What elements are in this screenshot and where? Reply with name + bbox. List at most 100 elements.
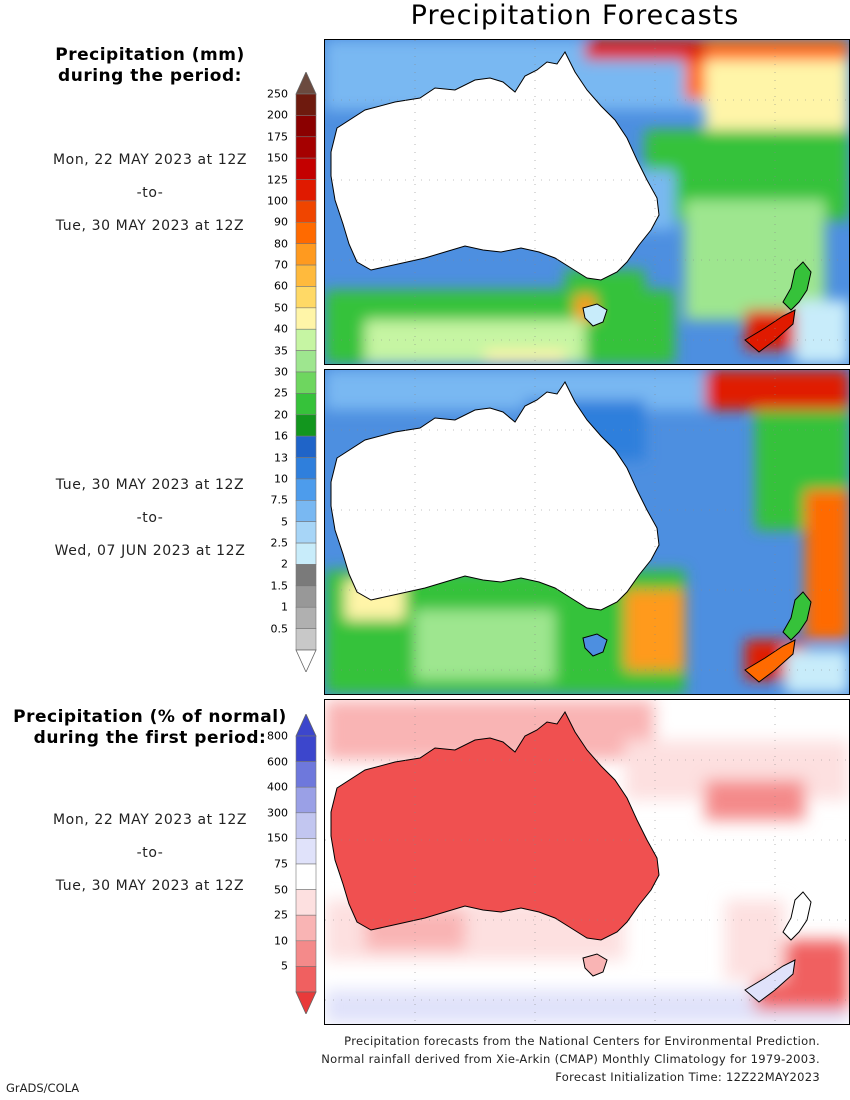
- period-3-sep: -to-: [136, 845, 164, 861]
- pct-legend-title: Precipitation (% of normal) during the f…: [0, 707, 310, 749]
- australia-outline-2: [330, 381, 660, 611]
- pct-colorbar-level-label: 800: [267, 729, 288, 743]
- mm-colorbar-segment: [295, 542, 317, 565]
- mm-colorbar-level-label: 80: [274, 237, 288, 251]
- pct-colorbar-segment: [295, 889, 317, 916]
- mm-colorbar-segment: [295, 157, 317, 180]
- page-title: Precipitation Forecasts: [410, 0, 740, 31]
- mm-colorbar-segment: [295, 435, 317, 458]
- map-panel-period-1: [324, 39, 850, 365]
- precip-map-1: [325, 40, 849, 364]
- mm-colorbar-segment: [295, 521, 317, 544]
- period-3-end: Tue, 30 MAY 2023 at 12Z: [55, 878, 245, 894]
- mm-colorbar-level-label: 30: [274, 365, 288, 379]
- credit-label: GrADS/COLA: [6, 1081, 80, 1095]
- pct-colorbar-labels: 800 600 400 300 150 75 50 25 10 5: [254, 714, 288, 1014]
- mm-colorbar-level-label: 7.5: [270, 493, 289, 507]
- mm-colorbar-level-label: 13: [274, 451, 288, 465]
- australia-outline-1: [330, 51, 660, 281]
- mm-colorbar-segment: [295, 393, 317, 416]
- pct-legend-title-line1: Precipitation (% of normal): [13, 707, 287, 727]
- mm-colorbar-level-label: 0.5: [270, 622, 289, 636]
- pct-colorbar-level-label: 75: [274, 857, 288, 871]
- mm-colorbar-level-label: 175: [267, 130, 288, 144]
- mm-colorbar-level-label: 2: [281, 557, 288, 571]
- mm-colorbar-level-label: 40: [274, 322, 288, 336]
- mm-colorbar-segment: [295, 628, 317, 651]
- mm-colorbar-level-label: 1: [281, 600, 288, 614]
- pct-colorbar-top-arrow: [295, 713, 317, 737]
- period-2-start: Tue, 30 MAY 2023 at 12Z: [55, 477, 245, 493]
- mm-legend-title: Precipitation (mm) during the period:: [0, 45, 300, 87]
- mm-colorbar-level-label: 1.5: [270, 579, 289, 593]
- pct-colorbar-segment: [295, 940, 317, 967]
- mm-colorbar-level-label: 10: [274, 472, 288, 486]
- pct-colorbar-segment: [295, 786, 317, 814]
- pct-colorbar-level-label: 150: [267, 831, 288, 845]
- australia-outline-3: [330, 711, 660, 941]
- mm-colorbar: 250 200 175 150 125 100 90 80 70 60 50 40 35 30 25 20 16…: [258, 71, 318, 673]
- mm-colorbar-level-label: 16: [274, 429, 288, 443]
- pct-colorbar-level-label: 5: [281, 959, 288, 973]
- mm-colorbar-level-label: 25: [274, 386, 288, 400]
- period-1-sep: -to-: [136, 185, 164, 201]
- pct-colorbar: 800 600 400 300 150 75 50 25 10 5: [258, 713, 318, 1015]
- mm-colorbar-segment: [295, 328, 317, 351]
- mm-legend-title-line2: during the period:: [58, 66, 242, 86]
- mm-colorbar-bottom-arrow: [295, 649, 317, 673]
- mm-colorbar-segment: [295, 585, 317, 608]
- pct-colorbar-level-label: 50: [274, 883, 288, 897]
- mm-colorbar-segment: [295, 243, 317, 266]
- pct-colorbar-segment: [295, 838, 317, 865]
- pct-colorbar-level-label: 25: [274, 908, 288, 922]
- pct-colorbar-segment: [295, 812, 317, 839]
- mm-colorbar-segment: [295, 307, 317, 330]
- map-panel-percent-normal: [324, 699, 850, 1025]
- mm-colorbar-segment: [295, 179, 317, 202]
- percent-normal-map: [325, 700, 849, 1024]
- period-2-sep: -to-: [136, 510, 164, 526]
- period-1-label: Mon, 22 MAY 2023 at 12Z -to- Tue, 30 MAY…: [0, 144, 300, 243]
- map-panel-period-2: [324, 369, 850, 695]
- footer-line-1: Precipitation forecasts from the Nationa…: [344, 1034, 820, 1048]
- mm-colorbar-segment: [295, 457, 317, 480]
- mm-colorbar-top-arrow: [295, 71, 317, 95]
- footer-line-2: Normal rainfall derived from Xie-Arkin (…: [321, 1052, 820, 1066]
- footer-line-3: Forecast Initialization Time: 12Z22MAY20…: [555, 1070, 820, 1084]
- pct-colorbar-level-label: 600: [267, 755, 288, 769]
- pct-colorbar-segment: [295, 863, 317, 890]
- mm-colorbar-level-label: 2.5: [270, 536, 289, 550]
- mm-colorbar-segment: [295, 350, 317, 373]
- pct-colorbar-segment: [295, 966, 317, 993]
- mm-colorbar-level-label: 20: [274, 408, 288, 422]
- pct-colorbar-level-label: 300: [267, 806, 288, 820]
- mm-colorbar-level-label: 200: [267, 108, 288, 122]
- period-1-end: Tue, 30 MAY 2023 at 12Z: [55, 218, 245, 234]
- mm-colorbar-segment: [295, 115, 317, 138]
- pct-colorbar-graphic: [295, 713, 317, 1015]
- mm-colorbar-level-label: 100: [267, 194, 288, 208]
- mm-colorbar-segment: [295, 564, 317, 587]
- mm-colorbar-segment: [295, 286, 317, 309]
- mm-colorbar-level-label: 70: [274, 258, 288, 272]
- mm-colorbar-segment: [295, 136, 317, 159]
- mm-colorbar-segment: [295, 200, 317, 223]
- mm-colorbar-level-label: 125: [267, 173, 288, 187]
- pct-legend-title-line2: during the first period:: [33, 728, 267, 748]
- period-3-start: Mon, 22 MAY 2023 at 12Z: [52, 812, 248, 828]
- period-2-end: Wed, 07 JUN 2023 at 12Z: [54, 543, 246, 559]
- mm-colorbar-segment: [295, 222, 317, 244]
- mm-colorbar-segment: [295, 500, 317, 522]
- mm-colorbar-level-label: 150: [267, 151, 288, 165]
- mm-colorbar-segment: [295, 414, 317, 437]
- pct-colorbar-level-label: 400: [267, 780, 288, 794]
- mm-legend-title-line1: Precipitation (mm): [55, 45, 245, 65]
- mm-colorbar-level-label: 90: [274, 215, 288, 229]
- period-1-start: Mon, 22 MAY 2023 at 12Z: [52, 152, 248, 168]
- mm-colorbar-level-label: 250: [267, 87, 288, 101]
- period-3-label: Mon, 22 MAY 2023 at 12Z -to- Tue, 30 MAY…: [0, 804, 300, 903]
- pct-colorbar-bottom-arrow: [295, 991, 317, 1015]
- mm-colorbar-level-label: 50: [274, 301, 288, 315]
- mm-colorbar-segment: [295, 93, 317, 116]
- mm-colorbar-segment: [295, 371, 317, 394]
